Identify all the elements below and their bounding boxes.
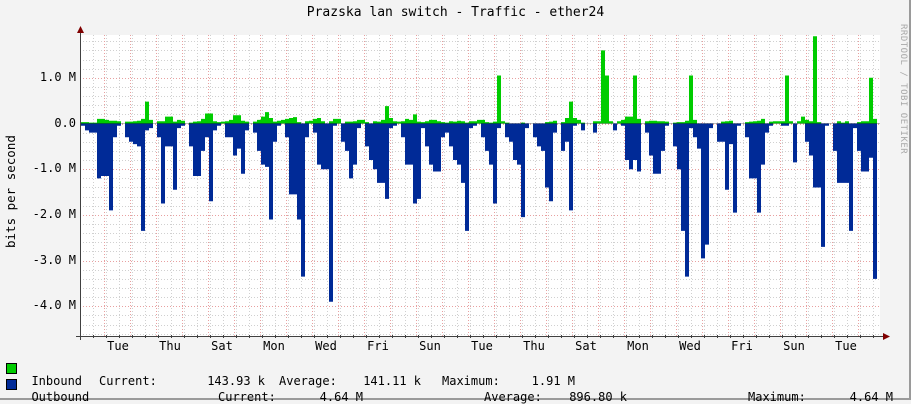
x-tick-label: Sat [575,339,597,353]
x-tick-label: Tue [835,339,857,353]
watermark: RRDTOOL / TOBI OETIKER [898,24,908,155]
y-tick-label: 1.0 M [39,69,76,84]
outbound-label: Outbound [31,390,90,404]
x-tick-label: Fri [731,339,753,353]
x-tick-label: Tue [107,339,129,353]
y-tick-label: -4.0 M [32,298,76,313]
inbound-current: 143.93 k [207,374,265,388]
inbound-label: Inbound [31,374,83,388]
inbound-current-label: Current: [99,374,157,388]
outbound-maximum-label: Maximum: [748,390,806,404]
outbound-swatch [6,379,17,390]
outbound-average: 896.80 k [569,390,627,404]
outbound-current: 4.64 M [319,390,363,404]
x-tick-label: Sun [783,339,805,353]
x-tick-label: Wed [315,339,337,353]
y-tick-label: -2.0 M [32,206,76,221]
x-tick-label: Wed [679,339,701,353]
outbound-current-label: Current: [218,390,276,404]
outbound-average-label: Average: [484,390,542,404]
x-tick-label: Thu [159,339,181,353]
y-tick-label: -3.0 M [32,252,76,267]
y-tick-label: -1.0 M [32,161,76,176]
x-tick-label: Tue [471,339,493,353]
inbound-maximum: 1.91 M [531,374,575,388]
x-tick-label: Mon [263,339,285,353]
y-tick-label: 0.0 [54,115,76,130]
x-tick-label: Thu [523,339,545,353]
inbound-maximum-label: Maximum: [442,374,500,388]
x-tick-label: Mon [627,339,649,353]
inbound-average: 141.11 k [363,374,421,388]
inbound-swatch [6,363,17,374]
inbound-average-label: Average: [279,374,337,388]
outbound-maximum: 4.64 M [849,390,893,404]
x-tick-label: Sun [419,339,441,353]
x-tick-label: Fri [367,339,389,353]
x-tick-label: Sat [211,339,233,353]
chart-title: Prazska lan switch - Traffic - ether24 [306,5,605,20]
legend-inbound: Inbound Current: 143.93 k Average: 141.11 k M… [17,360,575,388]
